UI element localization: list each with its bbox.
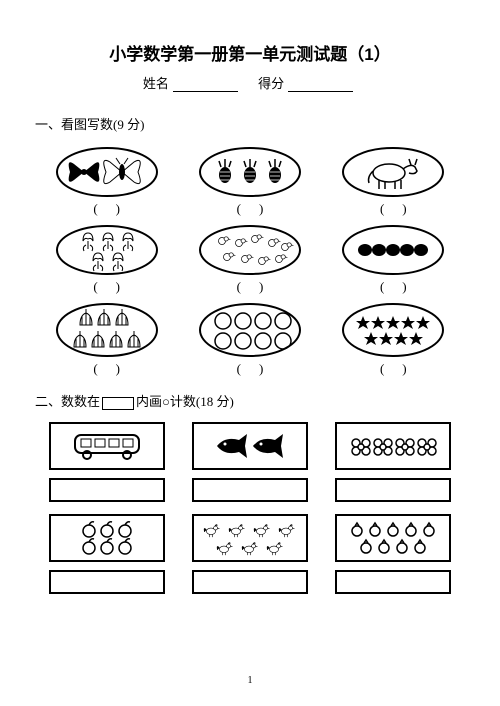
oval-lanterns — [54, 301, 160, 359]
box-bus — [49, 422, 165, 470]
answer-box[interactable] — [335, 478, 451, 502]
oval-pineapples — [197, 145, 303, 199]
score-blank[interactable] — [288, 91, 353, 92]
q1-paren[interactable]: () — [75, 361, 138, 377]
q1-paren[interactable]: () — [362, 279, 425, 295]
answer-box[interactable] — [49, 478, 165, 502]
q1-row-2: () () — [35, 223, 465, 299]
inline-rect-icon — [102, 397, 134, 410]
oval-tulips — [54, 223, 160, 277]
q1-paren[interactable]: () — [362, 361, 425, 377]
info-line: 姓名 得分 — [35, 73, 465, 92]
q1-paren[interactable]: () — [219, 279, 282, 295]
q1-row-3: () () — [35, 301, 465, 381]
q1-paren[interactable]: () — [75, 279, 138, 295]
name-label: 姓名 — [143, 76, 169, 91]
q1-paren[interactable]: () — [219, 201, 282, 217]
name-blank[interactable] — [173, 91, 238, 92]
box-fish — [192, 422, 308, 470]
oval-butterflies — [54, 145, 160, 199]
q1-paren[interactable]: () — [219, 361, 282, 377]
answer-box[interactable] — [49, 570, 165, 594]
q2-row-2 — [35, 514, 465, 604]
answer-box[interactable] — [192, 570, 308, 594]
answer-box[interactable] — [192, 478, 308, 502]
section1-heading: 一、看图写数(9 分) — [35, 114, 465, 133]
oval-stars — [340, 301, 446, 359]
q1-paren[interactable]: () — [362, 201, 425, 217]
oval-beads — [340, 223, 446, 277]
box-tomatoes — [335, 514, 451, 562]
q1-paren[interactable]: () — [75, 201, 138, 217]
oval-chicks — [197, 223, 303, 277]
box-apples — [49, 514, 165, 562]
page-title: 小学数学第一册第一单元测试题（1） — [35, 40, 465, 65]
section2-heading: 二、数数在内画○计数(18 分) — [35, 391, 465, 410]
oval-balls — [197, 301, 303, 359]
q2-row-1 — [35, 422, 465, 512]
answer-box[interactable] — [335, 570, 451, 594]
q1-row-1: () () — [35, 145, 465, 221]
score-label: 得分 — [258, 76, 284, 91]
box-flowers — [335, 422, 451, 470]
page-number: 1 — [0, 675, 500, 686]
oval-donkey — [340, 145, 446, 199]
box-roosters — [192, 514, 308, 562]
